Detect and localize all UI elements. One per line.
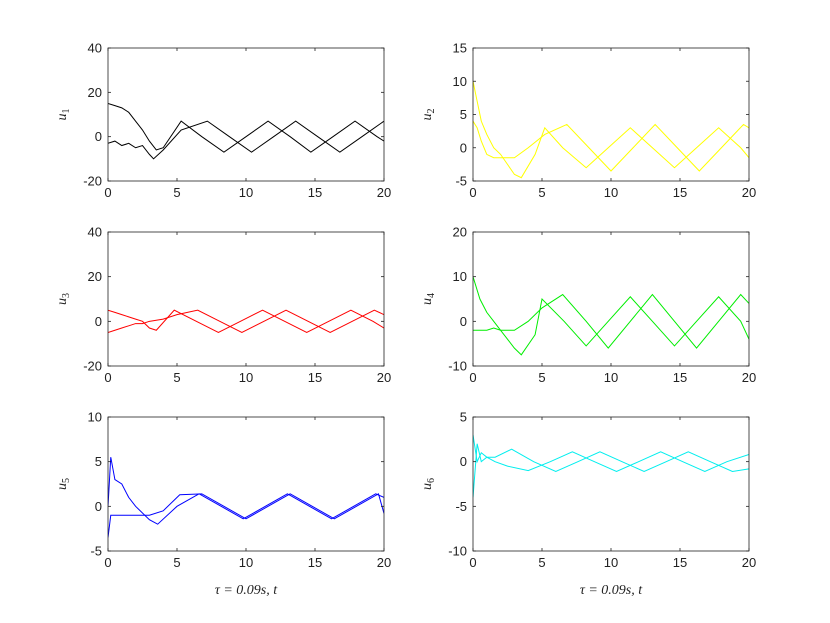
y-axis-label: u1 <box>55 109 72 121</box>
plot-frame <box>472 47 750 182</box>
y-tick-label: 20 <box>88 85 102 100</box>
y-tick-label: 20 <box>88 269 102 284</box>
series-group <box>108 102 384 160</box>
y-tick-label: -5 <box>90 544 102 559</box>
plot-frame <box>472 416 750 552</box>
x-tick-label: 15 <box>673 555 687 570</box>
x-tick-label: 0 <box>104 370 111 385</box>
x-tick-label: 10 <box>239 370 253 385</box>
x-axis-label-left: τ = 0.09s, t <box>215 583 278 598</box>
y-axis-label: u2 <box>420 109 437 121</box>
x-tick-label: 20 <box>377 185 391 200</box>
x-tick-label: 10 <box>604 370 618 385</box>
x-tick-label: 15 <box>673 185 687 200</box>
x-tick-label: 15 <box>673 370 687 385</box>
y-tick-label: 0 <box>460 140 467 155</box>
y-tick-label: 0 <box>460 314 467 329</box>
x-tick-label: 5 <box>538 185 545 200</box>
y-tick-label: -20 <box>83 174 102 189</box>
series-line-2 <box>473 434 749 473</box>
x-tick-label: 0 <box>469 185 476 200</box>
y-tick-label: -5 <box>455 499 467 514</box>
plot-frame <box>107 231 385 367</box>
x-axis-label-right: τ = 0.09s, t <box>580 583 643 598</box>
y-axis-label: u4 <box>420 293 437 305</box>
series-line-1 <box>108 309 384 334</box>
x-tick-label: 20 <box>377 370 391 385</box>
y-tick-label: 15 <box>453 41 467 56</box>
y-tick-label: -10 <box>448 359 467 374</box>
series-line-2 <box>108 309 384 334</box>
subplot-u6: 0 5 10 15 20 -10 -5 0 5 u6 <box>420 410 756 571</box>
y-tick-label: -20 <box>83 359 102 374</box>
y-tick-label: 40 <box>88 225 102 240</box>
series-line-1 <box>473 443 749 498</box>
series-line-2 <box>473 293 749 349</box>
x-tick-label: 5 <box>173 555 180 570</box>
series-group <box>108 457 384 538</box>
y-axis-label: u3 <box>55 293 72 305</box>
series-line-1 <box>473 81 749 179</box>
x-tick-label: 10 <box>604 555 618 570</box>
y-tick-label: 5 <box>460 410 467 425</box>
x-tick-label: 5 <box>173 185 180 200</box>
series-group <box>108 309 384 334</box>
y-tick-label: 5 <box>95 454 102 469</box>
y-tick-label: 10 <box>88 410 102 425</box>
series-group <box>473 434 749 498</box>
series-line-2 <box>108 120 384 160</box>
x-tick-label: 20 <box>742 185 756 200</box>
series-line-2 <box>473 120 749 172</box>
x-tick-label: 15 <box>308 555 322 570</box>
plot-frame <box>472 231 750 367</box>
y-tick-label: 0 <box>95 314 102 329</box>
y-axis-label: u6 <box>420 478 437 490</box>
y-tick-label: 10 <box>453 74 467 89</box>
y-tick-label: 5 <box>460 107 467 122</box>
series-group <box>473 81 749 179</box>
x-tick-label: 10 <box>604 185 618 200</box>
series-line-1 <box>473 276 749 356</box>
y-tick-label: 0 <box>95 129 102 144</box>
series-line-2 <box>108 493 384 538</box>
x-tick-label: 0 <box>469 370 476 385</box>
x-tick-label: 10 <box>239 185 253 200</box>
x-tick-label: 5 <box>538 370 545 385</box>
x-tick-label: 15 <box>308 185 322 200</box>
y-tick-label: 0 <box>460 454 467 469</box>
series-group <box>473 276 749 356</box>
plot-frame <box>107 47 385 182</box>
y-tick-label: -5 <box>455 174 467 189</box>
x-tick-label: 0 <box>104 185 111 200</box>
x-tick-label: 5 <box>538 555 545 570</box>
plot-frame <box>107 416 385 552</box>
x-tick-label: 5 <box>173 370 180 385</box>
x-tick-label: 20 <box>742 370 756 385</box>
x-tick-label: 0 <box>104 555 111 570</box>
y-tick-label: 0 <box>95 499 102 514</box>
x-tick-label: 10 <box>239 555 253 570</box>
x-tick-label: 20 <box>377 555 391 570</box>
y-tick-label: -10 <box>448 544 467 559</box>
series-line-1 <box>108 102 384 153</box>
y-tick-label: 40 <box>88 41 102 56</box>
x-tick-label: 15 <box>308 370 322 385</box>
x-tick-label: 20 <box>742 555 756 570</box>
y-tick-label: 10 <box>453 269 467 284</box>
y-axis-label: u5 <box>55 478 72 490</box>
y-tick-label: 20 <box>453 225 467 240</box>
x-tick-label: 0 <box>469 555 476 570</box>
